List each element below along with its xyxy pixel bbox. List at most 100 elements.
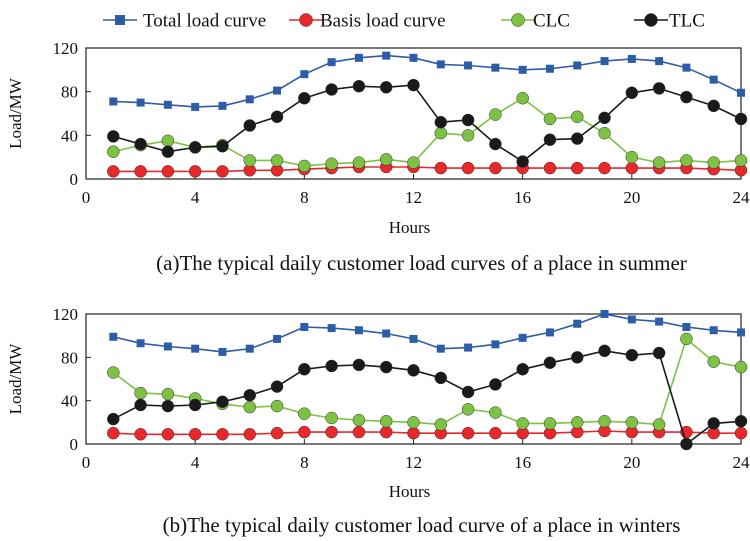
summer-point-tlc — [325, 83, 338, 96]
summer-point-total-load-curve — [518, 65, 527, 74]
winter-point-basis-load-curve — [216, 428, 229, 441]
legend-item-tlc: TLC — [634, 11, 705, 32]
winter-xtick-label: 24 — [733, 453, 750, 472]
winter-point-clc — [652, 418, 666, 431]
winter-point-tlc — [298, 363, 311, 376]
summer-series-tlc — [107, 78, 748, 168]
summer-point-clc — [680, 154, 693, 167]
winter-line-basis-load-curve — [113, 430, 741, 436]
winter-point-total-load-curve — [327, 324, 336, 333]
summer-point-basis-load-curve — [216, 165, 229, 178]
winter-point-basis-load-curve — [107, 426, 120, 440]
winter-point-tlc — [652, 346, 666, 360]
summer-point-total-load-curve — [382, 51, 391, 60]
winter-point-tlc — [598, 344, 611, 358]
winter-ytick-label: 80 — [61, 348, 78, 367]
summer-point-total-load-curve — [273, 86, 282, 95]
winter-xtick-label: 16 — [514, 453, 531, 472]
summer-point-clc — [298, 159, 311, 173]
legend-label: CLC — [533, 11, 570, 32]
legend-label: Total load curve — [143, 11, 266, 32]
winter-ytick-label: 40 — [61, 392, 78, 411]
summer-series-clc — [107, 91, 748, 173]
summer-point-total-load-curve — [436, 60, 445, 69]
summer-point-total-load-curve — [682, 63, 691, 72]
summer-point-total-load-curve — [163, 100, 172, 109]
summer-point-basis-load-curve — [625, 161, 639, 175]
summer-point-total-load-curve — [409, 53, 418, 62]
summer-point-tlc — [134, 137, 147, 151]
winter-point-tlc — [243, 389, 256, 402]
summer-point-clc — [489, 108, 502, 121]
winter-point-total-load-curve — [737, 328, 745, 337]
winter-line-total-load-curve — [113, 313, 742, 353]
summer-point-basis-load-curve — [188, 165, 202, 178]
summer-point-clc — [107, 145, 120, 158]
summer-point-clc — [352, 156, 366, 169]
summer-series-total-load-curve — [109, 51, 745, 111]
winter-point-total-load-curve — [491, 340, 500, 349]
winter-point-basis-load-curve — [379, 425, 393, 439]
summer-point-tlc — [543, 133, 557, 146]
legend-item-total-load-curve: Total load curve — [103, 11, 266, 32]
winter-point-clc — [598, 415, 611, 428]
winter-point-basis-load-curve — [298, 425, 311, 439]
summer-point-tlc — [680, 90, 693, 104]
summer-ytick-label: 0 — [70, 170, 79, 189]
summer-point-basis-load-curve — [107, 165, 120, 178]
winter-point-tlc — [107, 412, 120, 426]
summer-point-total-load-curve — [136, 98, 145, 107]
winter-point-clc — [107, 366, 120, 379]
winter-series-tlc — [107, 344, 748, 451]
winter-point-tlc — [188, 398, 202, 412]
winter-point-total-load-curve — [409, 334, 418, 343]
winter-point-tlc — [707, 417, 720, 430]
summer-point-clc — [461, 129, 475, 142]
winter-point-total-load-curve — [191, 344, 200, 353]
summer-point-tlc — [270, 110, 284, 124]
summer-xtick-label: 4 — [191, 188, 200, 207]
summer-point-total-load-curve — [627, 54, 636, 63]
winter-point-tlc — [270, 380, 284, 393]
winter-point-total-load-curve — [600, 310, 609, 318]
winter-point-basis-load-curve — [489, 426, 502, 440]
summer-xtick-label: 12 — [405, 188, 422, 207]
winter-line-tlc — [112, 349, 742, 446]
summer-point-clc — [543, 112, 557, 126]
summer-ytick-label: 80 — [61, 83, 78, 102]
winter-point-total-load-curve — [709, 326, 718, 335]
winter-point-clc — [379, 415, 393, 428]
summer-line-basis-load-curve — [113, 166, 742, 173]
summer-point-basis-load-curve — [543, 161, 557, 175]
winter-point-basis-load-curve — [407, 426, 420, 440]
winter-point-basis-load-curve — [461, 426, 475, 440]
winter-xtick-label: 20 — [623, 453, 640, 472]
winter-ylabel: Load/MW — [6, 343, 25, 415]
winter-series-total-load-curve — [109, 310, 745, 356]
summer-point-tlc — [434, 115, 448, 129]
winter-point-clc — [161, 387, 175, 401]
winter-point-tlc — [161, 399, 175, 413]
winter-point-total-load-curve — [354, 326, 363, 335]
winter-ytick-label: 0 — [70, 435, 79, 454]
winter-point-clc — [543, 417, 557, 430]
summer-ytick-label: 120 — [53, 39, 79, 58]
summer-point-tlc — [707, 99, 720, 113]
summer-point-tlc — [571, 132, 584, 145]
summer-point-clc — [598, 126, 611, 140]
summer-point-tlc — [243, 119, 256, 132]
winter-point-total-load-curve — [682, 323, 691, 331]
winter-point-clc — [571, 416, 584, 429]
summer-point-clc — [243, 154, 256, 167]
legend-marker-square — [115, 15, 125, 25]
winter-point-clc — [516, 417, 529, 430]
winter-ytick-label: 120 — [53, 305, 79, 324]
legend: Total load curve Basis load curve CLC TLC — [103, 11, 705, 32]
summer-point-total-load-curve — [109, 97, 118, 106]
winter-point-clc — [625, 416, 639, 429]
winter-point-tlc — [379, 360, 393, 374]
winter-point-total-load-curve — [436, 344, 445, 353]
summer-line-total-load-curve — [113, 54, 742, 108]
winter-point-total-load-curve — [545, 328, 554, 337]
